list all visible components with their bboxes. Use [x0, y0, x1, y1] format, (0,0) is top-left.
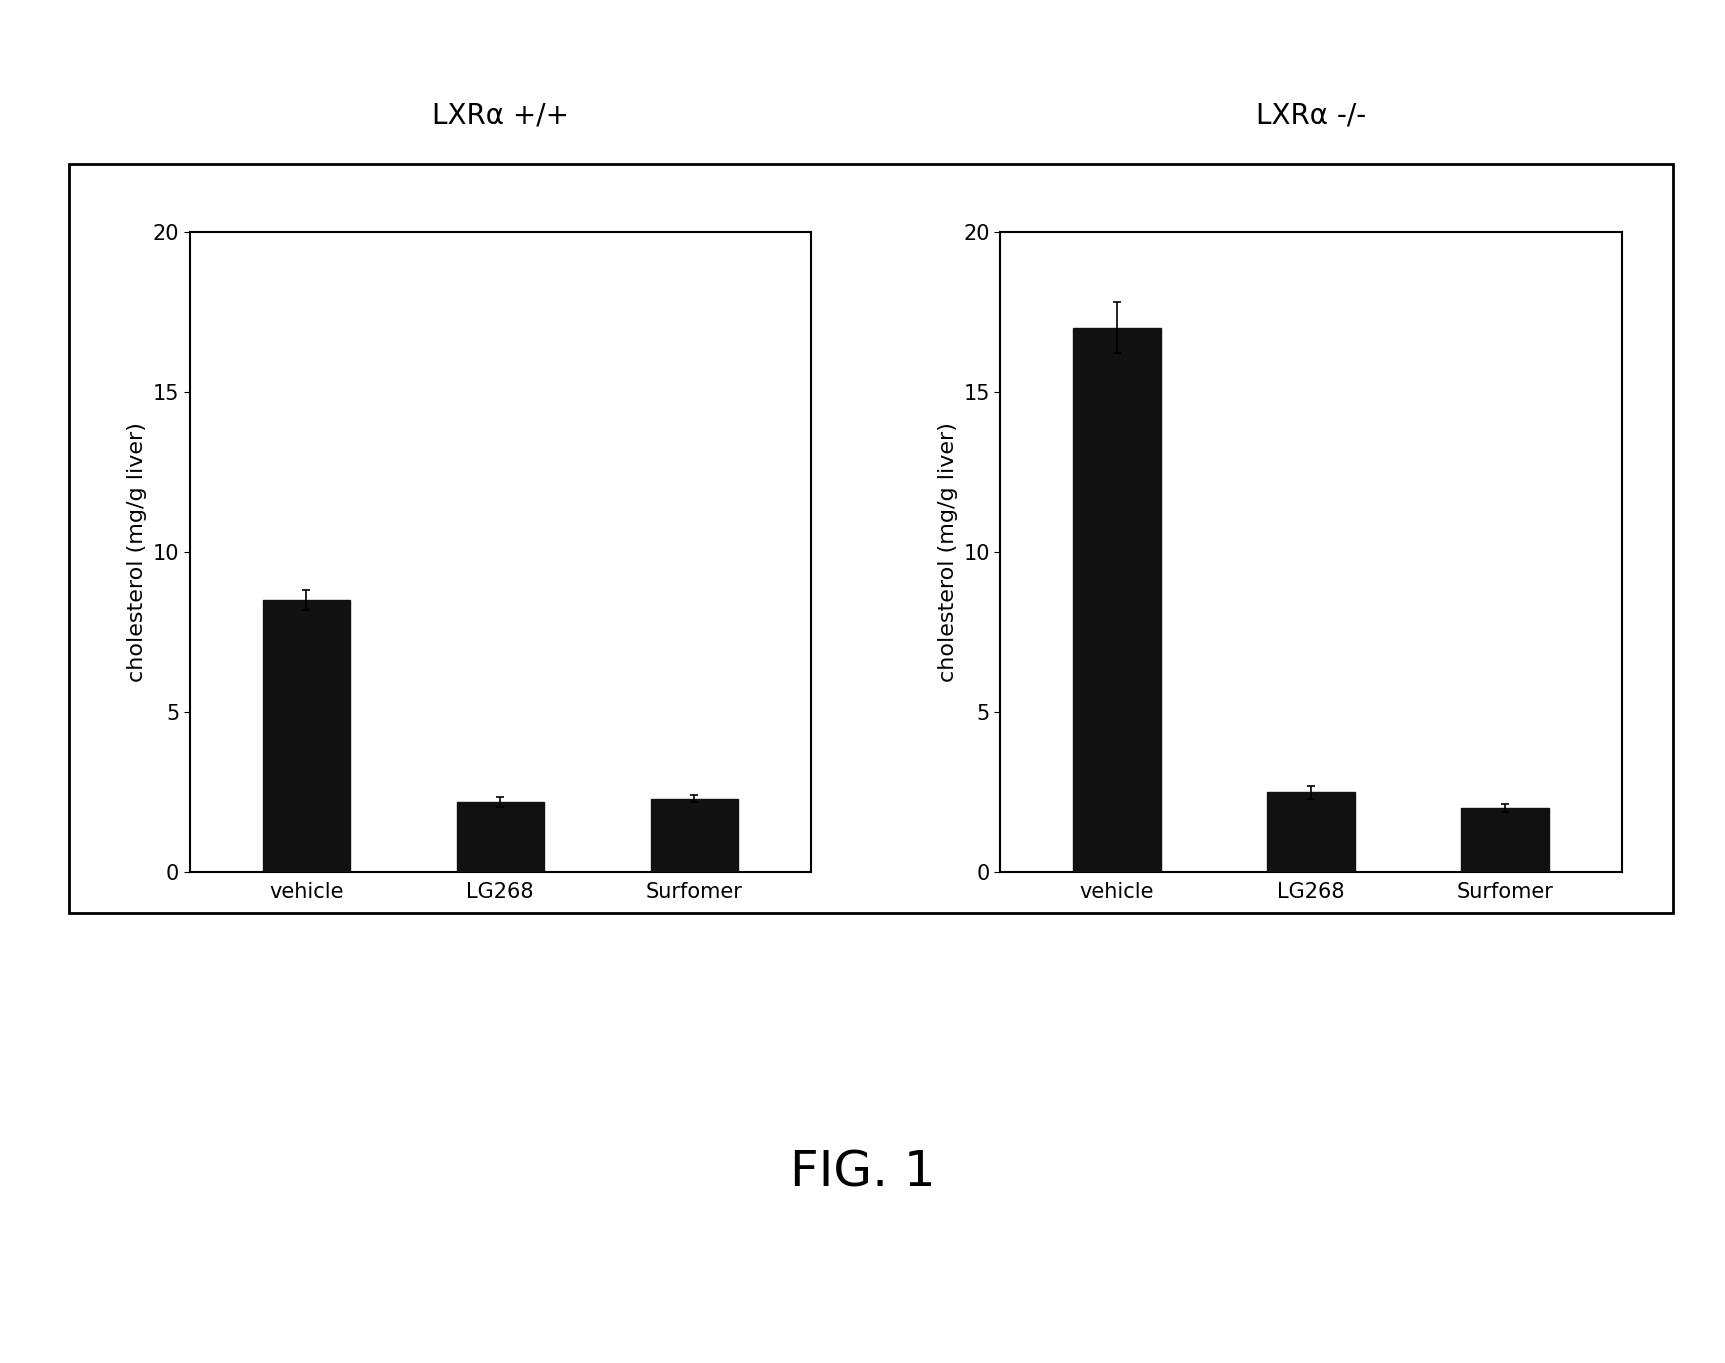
Y-axis label: cholesterol (mg/g liver): cholesterol (mg/g liver): [938, 423, 957, 682]
Bar: [262, 600, 350, 872]
Bar: [1461, 808, 1549, 872]
Text: LXRα +/+: LXRα +/+: [431, 101, 569, 129]
Bar: [457, 801, 543, 872]
Bar: [1268, 792, 1354, 872]
Bar: [650, 799, 738, 872]
Text: LXRα -/-: LXRα -/-: [1256, 101, 1366, 129]
Y-axis label: cholesterol (mg/g liver): cholesterol (mg/g liver): [128, 423, 147, 682]
Text: FIG. 1: FIG. 1: [790, 1148, 935, 1197]
Bar: [1073, 327, 1161, 872]
